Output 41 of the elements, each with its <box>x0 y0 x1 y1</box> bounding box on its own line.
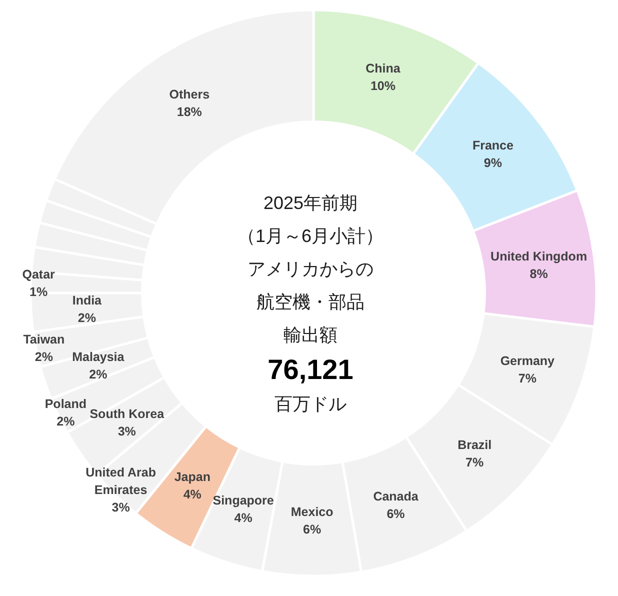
data-label: 2% <box>34 350 53 364</box>
data-label: 3% <box>112 500 130 514</box>
data-label: 6% <box>303 522 322 536</box>
slice-label: United Arab Emirates <box>86 465 156 497</box>
slice-label: South Korea <box>90 407 166 422</box>
data-label: 2% <box>56 414 75 429</box>
slice-label: Singapore <box>212 494 274 508</box>
text: 航空機・部品 <box>256 292 364 312</box>
slice-label: France <box>472 138 514 153</box>
slice-label: China <box>366 62 402 76</box>
slice-label: Others <box>169 88 210 102</box>
text: 輸出額 <box>284 325 338 345</box>
data-label: 8% <box>530 266 548 281</box>
slice-label: Brazil <box>458 438 492 452</box>
data-label: 7% <box>466 455 484 470</box>
data-label: 10% <box>370 79 396 94</box>
data-label: 6% <box>386 506 405 521</box>
text: 2025年前期 <box>263 193 358 213</box>
data-label: 9% <box>484 156 502 170</box>
text: 百万ドル <box>274 394 346 414</box>
slice-label: Poland <box>44 397 87 412</box>
data-label: 2% <box>78 310 96 325</box>
data-label: 4% <box>183 487 202 502</box>
slice-label: India <box>72 293 103 308</box>
slice-label: Germany <box>500 354 555 368</box>
data-label: 7% <box>518 372 536 386</box>
data-label: 3% <box>118 424 136 439</box>
data-label: 4% <box>234 511 252 526</box>
slice-label: Mexico <box>290 504 334 519</box>
text: アメリカからの <box>248 259 374 279</box>
slice-label: Qatar <box>22 267 56 282</box>
data-label: 2% <box>89 367 108 382</box>
text: （1月～6月小計） <box>237 226 384 246</box>
slice-label: Japan <box>174 470 210 484</box>
text: 76,121 <box>268 354 354 385</box>
data-label: 18% <box>176 105 202 120</box>
slice-label: Canada <box>373 489 420 504</box>
slice-label: United Kingdom <box>490 249 588 264</box>
slice-label: Malaysia <box>72 350 126 364</box>
data-label: 1% <box>30 284 48 299</box>
slice-label: Taiwan <box>23 332 65 347</box>
